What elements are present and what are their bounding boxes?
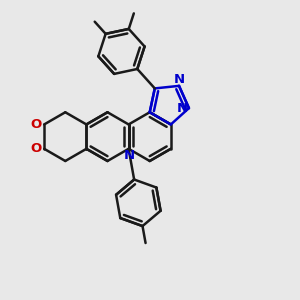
Text: N: N [177,102,188,115]
Text: O: O [30,118,41,131]
Text: N: N [124,149,135,162]
Text: O: O [30,142,41,155]
Text: N: N [173,74,184,86]
